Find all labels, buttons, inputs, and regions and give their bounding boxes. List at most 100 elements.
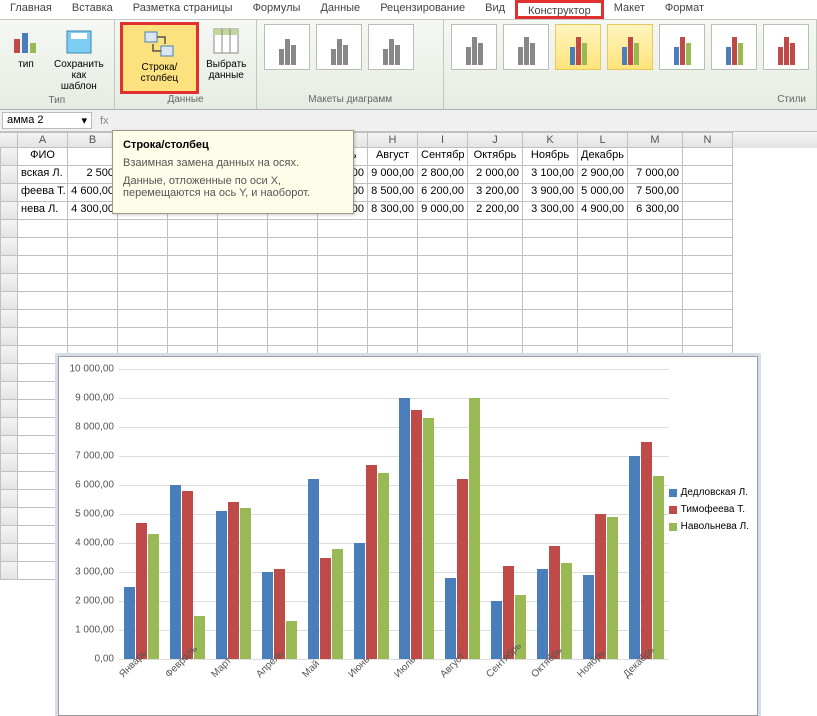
cell[interactable] xyxy=(683,202,733,220)
cell[interactable] xyxy=(18,256,68,274)
cell[interactable] xyxy=(418,238,468,256)
cell[interactable] xyxy=(628,292,683,310)
select-data-button[interactable]: Выбрать данные xyxy=(201,22,251,94)
bar[interactable] xyxy=(148,534,159,659)
bar[interactable] xyxy=(136,523,147,659)
cell[interactable] xyxy=(418,328,468,346)
bar[interactable] xyxy=(445,578,456,659)
cell[interactable] xyxy=(683,256,733,274)
cell[interactable] xyxy=(578,220,628,238)
cell[interactable] xyxy=(468,256,523,274)
cell[interactable] xyxy=(268,220,318,238)
cell[interactable]: Ноябрь xyxy=(523,148,578,166)
cell[interactable] xyxy=(468,292,523,310)
tab-макет[interactable]: Макет xyxy=(604,0,655,19)
cell[interactable] xyxy=(218,238,268,256)
layout-thumb-2[interactable] xyxy=(368,24,414,70)
cell[interactable] xyxy=(523,274,578,292)
cell[interactable] xyxy=(683,310,733,328)
cell[interactable]: 2 200,00 xyxy=(468,202,523,220)
cell[interactable]: Август xyxy=(368,148,418,166)
cell[interactable] xyxy=(118,274,168,292)
cell[interactable] xyxy=(68,328,118,346)
cell[interactable]: 8 300,00 xyxy=(368,202,418,220)
cell[interactable]: 7 000,00 xyxy=(628,166,683,184)
cell[interactable] xyxy=(683,292,733,310)
cell[interactable] xyxy=(578,256,628,274)
cell[interactable] xyxy=(418,310,468,328)
bar[interactable] xyxy=(469,398,480,659)
tab-вид[interactable]: Вид xyxy=(475,0,515,19)
cell[interactable]: 2 800,00 xyxy=(418,166,468,184)
cell[interactable] xyxy=(468,310,523,328)
bar[interactable] xyxy=(228,502,239,659)
cell[interactable]: 4 900,00 xyxy=(578,202,628,220)
cell[interactable] xyxy=(18,292,68,310)
cell[interactable]: 8 500,00 xyxy=(368,184,418,202)
cell[interactable] xyxy=(218,328,268,346)
cell[interactable]: 7 500,00 xyxy=(628,184,683,202)
cell[interactable] xyxy=(118,238,168,256)
bar[interactable] xyxy=(423,418,434,659)
cell[interactable] xyxy=(418,256,468,274)
cell[interactable] xyxy=(318,292,368,310)
cell[interactable] xyxy=(468,274,523,292)
style-thumb-2[interactable] xyxy=(555,24,601,70)
bar[interactable] xyxy=(308,479,319,659)
cell[interactable] xyxy=(418,274,468,292)
cell[interactable] xyxy=(683,274,733,292)
cell[interactable] xyxy=(68,220,118,238)
cell[interactable]: 9 000,00 xyxy=(418,202,468,220)
cell[interactable] xyxy=(368,220,418,238)
cell[interactable] xyxy=(683,220,733,238)
cell[interactable] xyxy=(218,274,268,292)
tab-вставка[interactable]: Вставка xyxy=(62,0,123,19)
cell[interactable]: 6 200,00 xyxy=(418,184,468,202)
cell[interactable] xyxy=(578,328,628,346)
cell[interactable] xyxy=(68,148,118,166)
cell[interactable] xyxy=(68,310,118,328)
bar[interactable] xyxy=(366,465,377,659)
cell[interactable] xyxy=(368,256,418,274)
bar[interactable] xyxy=(399,398,410,659)
cell[interactable] xyxy=(118,292,168,310)
cell[interactable] xyxy=(68,292,118,310)
cell[interactable] xyxy=(268,256,318,274)
cell[interactable] xyxy=(523,256,578,274)
cell[interactable] xyxy=(683,148,733,166)
bar[interactable] xyxy=(607,517,618,659)
bar[interactable] xyxy=(216,511,227,659)
save-template-button[interactable]: Сохранить как шаблон xyxy=(49,22,109,95)
cell[interactable] xyxy=(218,220,268,238)
tab-главная[interactable]: Главная xyxy=(0,0,62,19)
bar[interactable] xyxy=(262,572,273,659)
cell[interactable]: 4 600,00 xyxy=(68,184,118,202)
cell[interactable] xyxy=(318,238,368,256)
cell[interactable]: 2 900,00 xyxy=(578,166,628,184)
bar[interactable] xyxy=(641,442,652,660)
cell[interactable] xyxy=(18,328,68,346)
tab-формат[interactable]: Формат xyxy=(655,0,714,19)
cell[interactable] xyxy=(578,292,628,310)
cell[interactable] xyxy=(168,274,218,292)
chart-object[interactable]: 0,001 000,002 000,003 000,004 000,005 00… xyxy=(58,356,758,716)
layout-thumb-0[interactable] xyxy=(264,24,310,70)
cell[interactable] xyxy=(578,238,628,256)
cell[interactable] xyxy=(318,310,368,328)
bar[interactable] xyxy=(629,456,640,659)
cell[interactable] xyxy=(168,292,218,310)
cell[interactable] xyxy=(628,256,683,274)
cell[interactable] xyxy=(468,328,523,346)
cell[interactable] xyxy=(368,310,418,328)
cell[interactable] xyxy=(318,328,368,346)
cell[interactable] xyxy=(418,220,468,238)
bar[interactable] xyxy=(332,549,343,659)
col-header-I[interactable]: I xyxy=(418,132,468,148)
cell[interactable] xyxy=(218,256,268,274)
change-chart-type-button[interactable]: тип xyxy=(5,22,47,95)
bar[interactable] xyxy=(354,543,365,659)
style-thumb-6[interactable] xyxy=(763,24,809,70)
cell[interactable]: 3 900,00 xyxy=(523,184,578,202)
cell[interactable] xyxy=(628,274,683,292)
col-header-L[interactable]: L xyxy=(578,132,628,148)
